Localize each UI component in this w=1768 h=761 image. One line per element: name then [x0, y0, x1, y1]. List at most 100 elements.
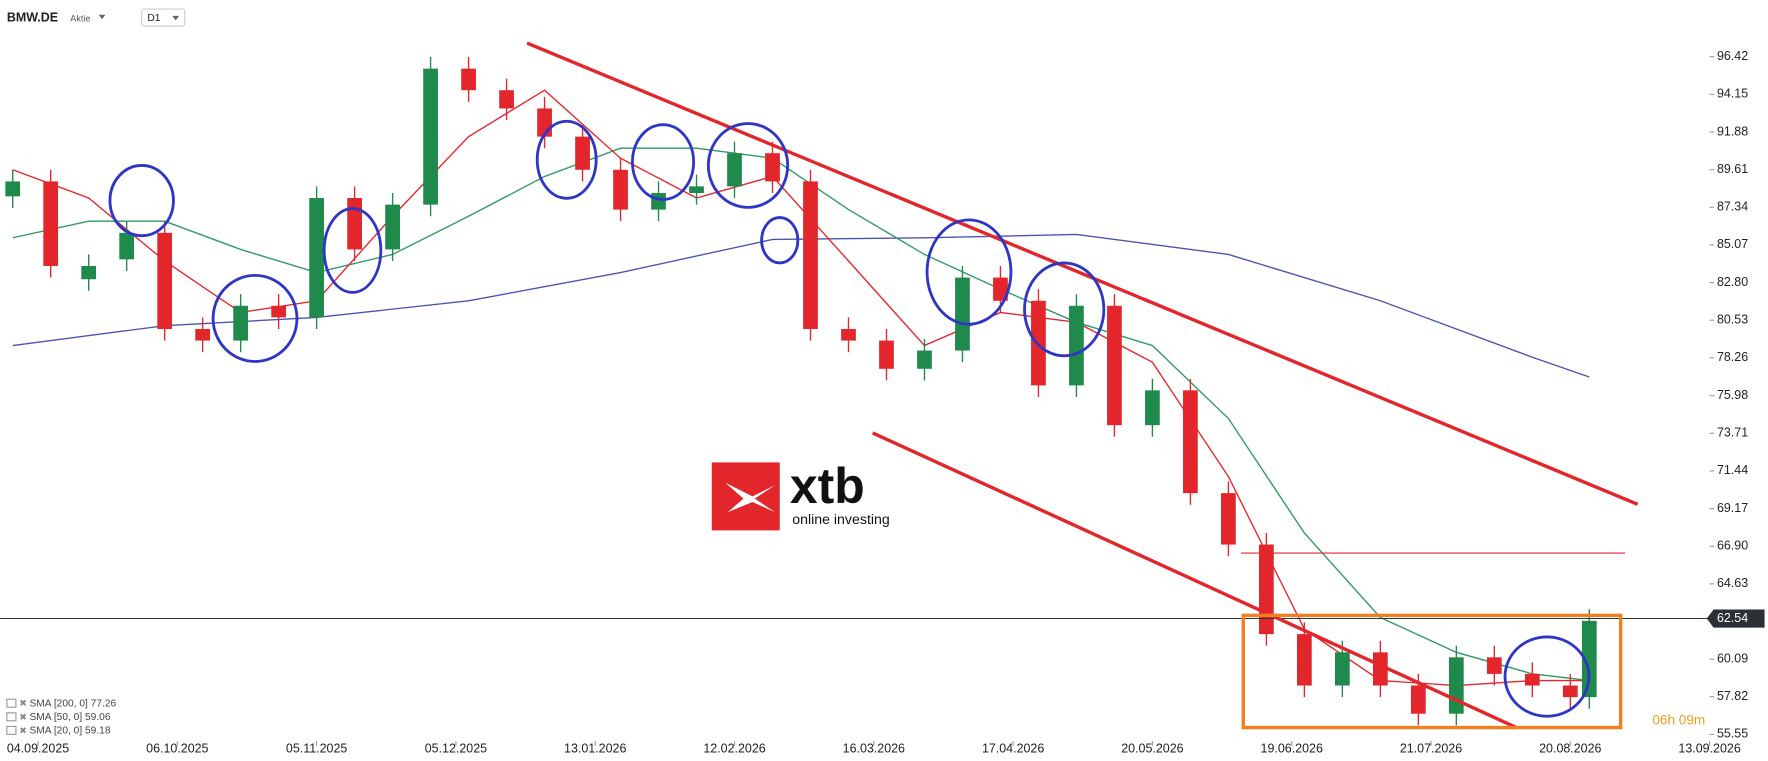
candle-body: [1107, 305, 1122, 426]
candle-body: [81, 265, 97, 280]
candle-body: [651, 193, 666, 210]
candle-body: [1183, 390, 1198, 494]
trend-line: [526, 41, 1639, 506]
candle-body: [993, 277, 1008, 301]
x-tick-label: 13.09.2026: [1678, 741, 1740, 755]
candle-body: [1581, 620, 1597, 698]
x-tick-label: 20.05.2026: [1121, 741, 1183, 755]
candle-body: [195, 328, 211, 341]
y-tick-label: 82.80: [1717, 275, 1748, 289]
y-tick-label: 73.71: [1717, 426, 1748, 440]
candle-body: [1486, 657, 1502, 674]
candle-body: [917, 350, 932, 369]
y-tick-label: 94.15: [1717, 87, 1748, 101]
x-tick-label: 13.01.2026: [564, 741, 626, 755]
candle-body: [271, 305, 286, 318]
x-tick-label: 04.09.2025: [7, 741, 69, 755]
countdown: 06h 09m: [1652, 712, 1705, 727]
x-tick-label: 17.04.2026: [982, 741, 1044, 755]
legend-close: ✖: [19, 698, 27, 708]
logo: xtb online investing: [711, 458, 890, 531]
dropdown-arrow[interactable]: [172, 15, 180, 21]
candle-body: [385, 204, 400, 250]
circle: [760, 216, 800, 265]
range-box: [1241, 613, 1623, 730]
candle-body: [1334, 652, 1350, 686]
candle-body: [1562, 685, 1578, 698]
candle-body: [727, 153, 742, 187]
candle-body: [1221, 493, 1236, 545]
logo-tagline: online investing: [792, 512, 890, 528]
y-tick-label: 69.17: [1717, 501, 1748, 515]
candle-body: [689, 186, 704, 194]
timeframe[interactable]: D1: [147, 13, 160, 24]
logo-text: xtb: [790, 458, 865, 514]
x-tick-label: 19.06.2026: [1261, 741, 1323, 755]
candle-body: [575, 136, 590, 170]
logo-icon: [725, 482, 776, 513]
circle: [630, 123, 696, 201]
candle-body: [5, 181, 21, 197]
x-tick-label: 21.07.2026: [1400, 741, 1462, 755]
candle-body: [613, 169, 628, 210]
x-tick-label: 05.11.2025: [286, 741, 347, 755]
candle-body: [1524, 673, 1540, 686]
y-tick-label: 96.42: [1717, 49, 1748, 63]
candle-body: [1069, 305, 1084, 386]
candle-body: [499, 90, 514, 109]
circle: [1023, 261, 1106, 358]
last-price-label: 62.54: [1717, 611, 1748, 625]
legend: ✖ SMA [200, 0] 77.26✖ SMA [50, 0] 59.06✖ SM…: [6, 698, 116, 737]
x-tick-label: 16.03.2026: [843, 741, 905, 755]
timeframe-select[interactable]: [141, 8, 186, 27]
candle-body: [1448, 657, 1464, 714]
legend-icon: [6, 712, 17, 722]
circle: [706, 122, 790, 209]
indicator-line: [12, 89, 1590, 687]
legend-close: ✖: [19, 712, 27, 722]
candle-body: [1297, 634, 1312, 686]
y-tick-label: 66.90: [1717, 539, 1748, 553]
circle: [535, 119, 598, 200]
circle: [925, 218, 1013, 326]
candle-body: [119, 232, 135, 260]
annotations: [108, 41, 1639, 730]
x-tick-label: 20.08.2026: [1539, 741, 1601, 755]
y-tick-label: 80.53: [1717, 312, 1748, 326]
dropdown-arrow[interactable]: [98, 14, 106, 20]
circle: [211, 273, 299, 363]
y-tick-label: 64.63: [1717, 576, 1748, 590]
circle: [322, 207, 383, 294]
candle-body: [461, 68, 476, 91]
legend-entry: SMA [50, 0] 59.06: [30, 712, 111, 723]
candle-body: [841, 328, 856, 341]
candle-body: [233, 305, 249, 341]
plot-area: 96.42 94.15 91.88 89.61 87.34 85.07 82.80 80.53…: [0, 49, 1765, 755]
candle-body: [347, 197, 362, 250]
candle-body: [765, 153, 780, 182]
indicator-line: [12, 233, 1590, 378]
candle-body: [43, 181, 59, 266]
legend-close: ✖: [19, 725, 27, 735]
candle-body: [955, 277, 970, 351]
legend-icon: [6, 725, 17, 735]
x-tick-label: 05.12.2025: [425, 741, 487, 755]
candle-body: [803, 181, 818, 329]
candle-body: [879, 340, 894, 369]
y-tick-label: 78.26: [1717, 350, 1748, 364]
circle: [1503, 635, 1591, 718]
candle-body: [1372, 652, 1388, 686]
legend-entry: SMA [20, 0] 59.18: [30, 726, 111, 737]
candle-body: [1259, 544, 1274, 635]
indicator-line: [12, 147, 1590, 682]
header: BMW.DE Aktie D1: [7, 8, 186, 27]
candle-body: [1410, 685, 1426, 714]
candle-body: [309, 197, 324, 318]
y-tick-label: 57.82: [1717, 689, 1748, 703]
last-price-tag: [1706, 609, 1765, 628]
trend-line: [871, 431, 1518, 730]
y-tick-label: 87.34: [1717, 200, 1748, 214]
y-tick-label: 55.55: [1717, 727, 1748, 741]
